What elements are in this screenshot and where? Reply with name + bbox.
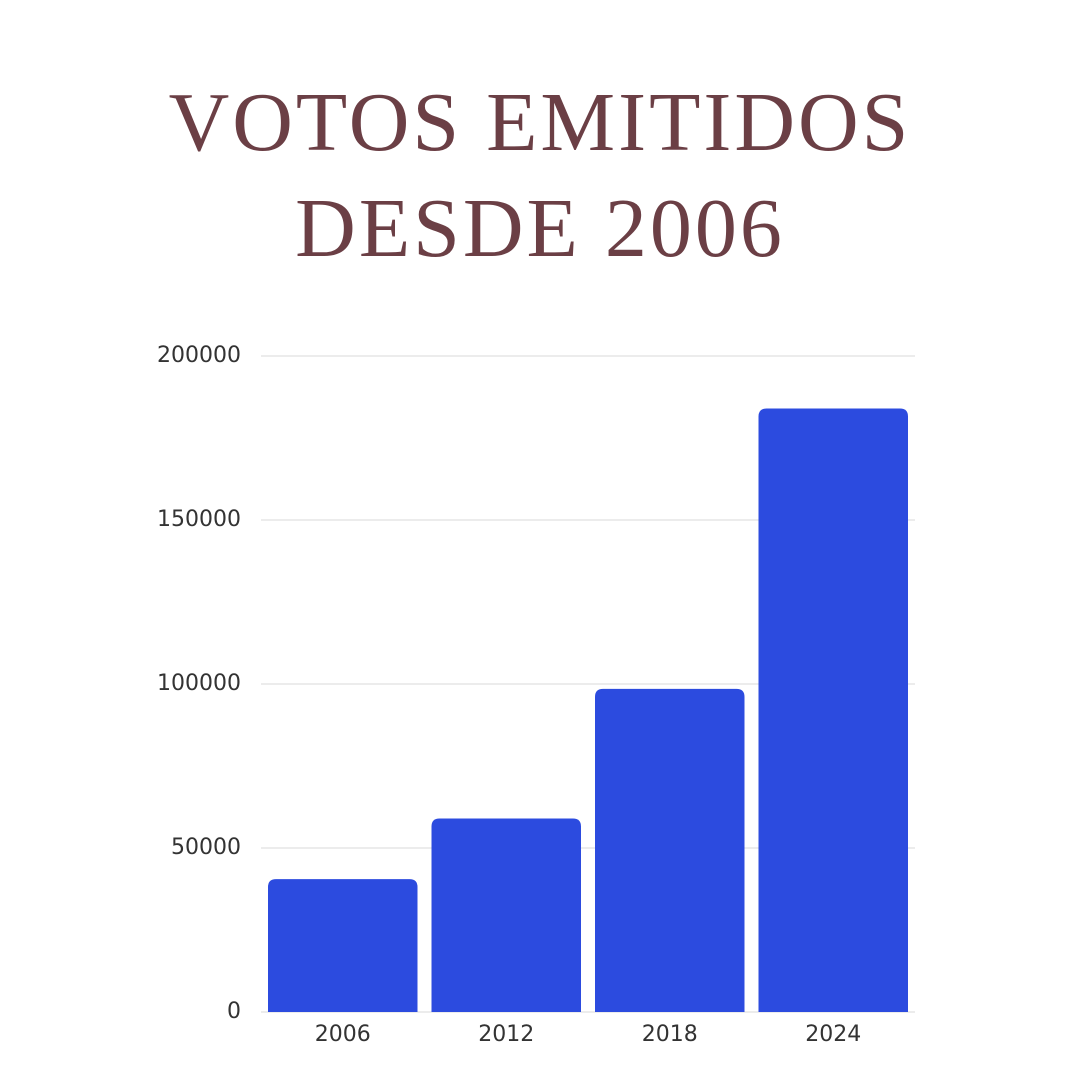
y-tick-label: 50000 xyxy=(171,835,241,860)
bar xyxy=(431,818,581,1012)
y-tick-label: 200000 xyxy=(157,343,241,368)
y-tick-label: 0 xyxy=(227,999,241,1024)
x-tick-label: 2018 xyxy=(642,1022,698,1047)
x-tick-label: 2012 xyxy=(478,1022,534,1047)
bar xyxy=(595,688,745,1012)
bar xyxy=(758,408,908,1013)
x-tick-label: 2024 xyxy=(805,1022,861,1047)
chart-title: VOTOS EMITIDOS DESDE 2006 xyxy=(168,76,912,275)
bar xyxy=(268,879,418,1012)
y-tick-label: 150000 xyxy=(157,507,241,532)
x-tick-label: 2006 xyxy=(315,1022,371,1047)
y-tick-label: 100000 xyxy=(157,671,241,696)
